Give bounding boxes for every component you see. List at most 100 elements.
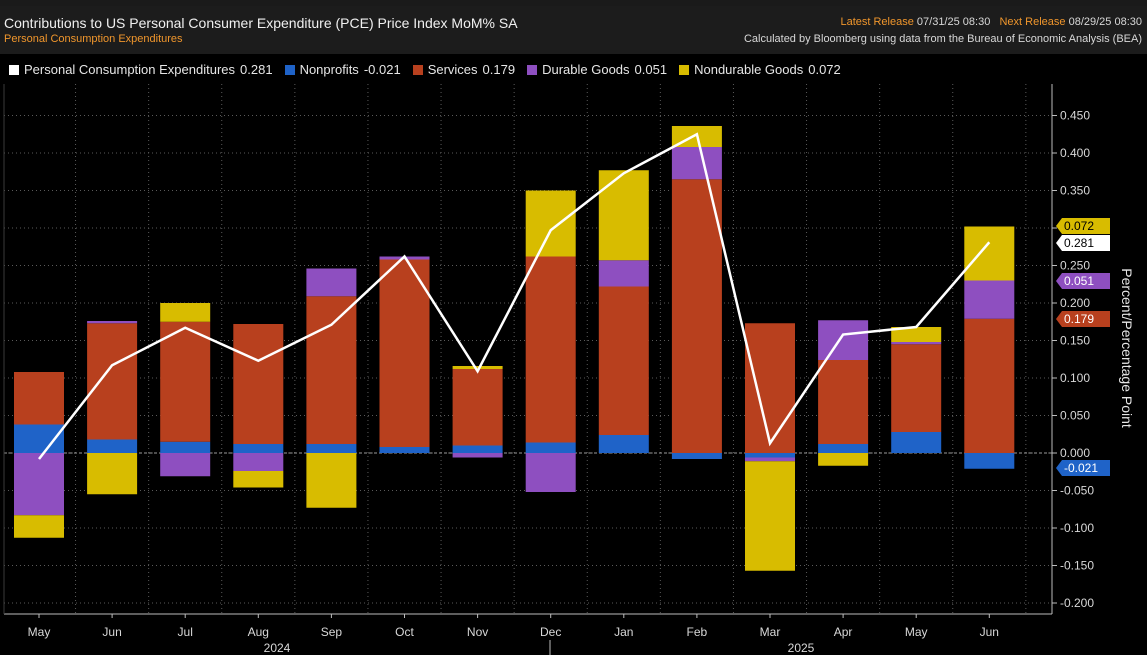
legend-label: Nonprofits — [299, 62, 359, 77]
source-note: Calculated by Bloomberg using data from … — [743, 33, 1142, 45]
bar-segment — [452, 453, 503, 458]
bar-segment — [964, 453, 1015, 469]
bar-segment — [745, 457, 795, 462]
next-release-label: Next Release — [999, 16, 1066, 28]
bar-segment — [233, 324, 284, 444]
legend-label: Services — [427, 62, 478, 77]
last-value-tag-text: 0.072 — [1064, 219, 1094, 233]
bar-segment — [87, 453, 138, 495]
last-value-tag: 0.281 — [1056, 235, 1110, 251]
bar-segment — [160, 441, 211, 453]
bar-segment — [891, 342, 942, 345]
bar-segment — [745, 323, 795, 453]
year-label: 2025 — [788, 641, 815, 655]
bar-segment — [745, 453, 795, 458]
bar-segment — [525, 256, 576, 443]
bar-segment — [14, 515, 64, 538]
bar-segment — [306, 453, 357, 508]
bar-segment — [379, 259, 430, 447]
bar-segment — [525, 453, 576, 492]
legend-item[interactable]: Personal Consumption Expenditures 0.281 — [9, 62, 273, 77]
last-value-tag-text: 0.179 — [1064, 312, 1094, 326]
legend-value: 0.179 — [482, 62, 516, 77]
bar-segment — [160, 303, 211, 322]
bar-segment — [160, 453, 211, 477]
legend-swatch — [9, 64, 19, 75]
x-tick-label: Apr — [834, 625, 853, 639]
x-tick-label: Jun — [980, 625, 999, 639]
bar-segment — [306, 268, 357, 297]
last-value-tag-bg — [1056, 235, 1110, 251]
y-tick-label: 0.100 — [1060, 371, 1090, 385]
last-value-tag-text: -0.021 — [1064, 461, 1098, 475]
chart-legend: Personal Consumption Expenditures 0.281 No… — [0, 56, 1147, 83]
bar-segment — [14, 372, 64, 425]
bar-segment — [452, 445, 503, 453]
legend-value: 0.072 — [808, 62, 841, 77]
bar-segment — [306, 296, 357, 444]
last-value-tag-bg — [1056, 311, 1110, 327]
y-tick-label: 0.200 — [1060, 296, 1090, 310]
legend-item[interactable]: Durable Goods 0.051 — [527, 62, 667, 77]
bar-segment — [525, 442, 576, 453]
bar-segment — [671, 179, 722, 453]
bar-segment — [598, 435, 649, 453]
bar-segment — [598, 260, 649, 287]
y-tick-label: 0.400 — [1060, 146, 1090, 160]
legend-label: Durable Goods — [542, 62, 630, 77]
bar-segment — [306, 444, 357, 453]
bar-segment — [818, 444, 869, 453]
bar-segment — [964, 226, 1015, 281]
y-tick-label: 0.450 — [1060, 109, 1090, 123]
bar-segment — [891, 344, 942, 432]
chart-subtitle: Personal Consumption Expenditures — [4, 33, 183, 45]
y-tick-label: 0.050 — [1060, 409, 1090, 423]
bar-segment — [818, 453, 869, 466]
top-toolbar-strip — [0, 0, 1147, 6]
latest-release-label: Latest Release — [840, 16, 914, 28]
bar-segment — [745, 461, 795, 571]
legend-swatch — [679, 64, 690, 75]
bar-segment — [379, 447, 430, 453]
legend-value: 0.051 — [634, 62, 668, 77]
pce-line — [38, 132, 991, 460]
x-tick-label: Nov — [467, 625, 488, 639]
legend-item[interactable]: Nonprofits -0.021 — [284, 62, 401, 77]
legend-item[interactable]: Nondurable Goods 0.072 — [679, 62, 841, 77]
legend-swatch — [412, 64, 423, 75]
bar-segment — [452, 366, 503, 369]
bar-segment — [818, 320, 869, 360]
x-tick-label: May — [28, 625, 51, 639]
bar-segment — [671, 453, 722, 459]
bar-segment — [598, 286, 649, 435]
bar-segment — [964, 280, 1015, 319]
bar-segment — [233, 453, 284, 471]
y-tick-label: -0.100 — [1060, 521, 1094, 535]
legend-item[interactable]: Services 0.179 — [412, 62, 516, 77]
last-value-tag-bg — [1056, 273, 1110, 289]
last-value-tag-bg — [1056, 218, 1110, 234]
year-label: 2024 — [264, 641, 291, 655]
latest-release-value: 07/31/25 08:30 — [916, 16, 991, 28]
legend-swatch — [284, 64, 295, 75]
next-release-value: 08/29/25 08:30 — [1068, 16, 1142, 28]
y-tick-label: -0.200 — [1060, 596, 1094, 610]
chart-header: Contributions to US Personal Consumer Ex… — [0, 6, 1147, 54]
bar-segment — [14, 424, 64, 453]
x-tick-label: Aug — [248, 625, 269, 639]
bar-segment — [233, 471, 284, 488]
legend-value: 0.281 — [240, 62, 273, 77]
legend-label: Personal Consumption Expenditures — [24, 62, 236, 77]
last-value-tag: -0.021 — [1056, 460, 1110, 476]
bar-segment — [964, 318, 1015, 453]
y-tick-label: 0.350 — [1060, 184, 1090, 198]
bar-segment — [233, 444, 284, 453]
last-value-tag: 0.072 — [1056, 218, 1110, 234]
release-info: Latest Release 07/31/25 08:30 Next Relea… — [840, 16, 1142, 28]
bar-segment — [598, 170, 649, 261]
last-value-tag: 0.051 — [1056, 273, 1110, 289]
x-tick-label: Jun — [102, 625, 121, 639]
last-value-tag-bg — [1056, 460, 1110, 476]
x-tick-label: Sep — [321, 625, 343, 639]
